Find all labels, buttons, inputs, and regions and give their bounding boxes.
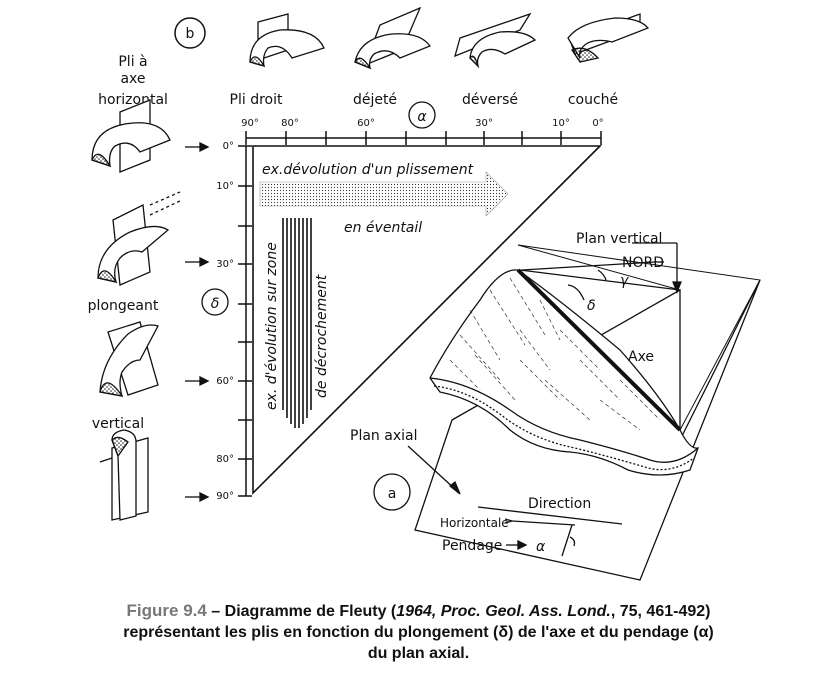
figure-caption: Figure 9.4 – Diagramme de Fleuty (1964, … bbox=[10, 600, 827, 664]
fleuty-diagram: b Pli à axe horizontal plongeant vertica… bbox=[88, 6, 761, 581]
top-tick-80: 80° bbox=[281, 118, 299, 129]
label-couche: couché bbox=[568, 92, 618, 108]
fold-sketch-couche bbox=[567, 13, 650, 63]
label-a: a bbox=[388, 486, 397, 502]
left-tick-60: 60° bbox=[216, 376, 234, 387]
label-dejete: déjeté bbox=[353, 92, 397, 108]
label-gamma: γ bbox=[620, 273, 629, 289]
label-evolution-v-1: ex. d'évolution sur zone bbox=[264, 242, 280, 410]
label-pli-a-axe-1: Pli à bbox=[118, 54, 147, 70]
caption-dash: – bbox=[206, 603, 225, 620]
label-pli-droit: Pli droit bbox=[230, 92, 283, 108]
fold-sketch-plongeant-1 bbox=[97, 191, 183, 286]
label-vertical: vertical bbox=[92, 416, 144, 432]
row-arrows bbox=[185, 141, 210, 503]
fold-sketch-horizontal bbox=[91, 99, 171, 173]
caption-figure-number: Figure 9.4 bbox=[126, 601, 207, 620]
label-a-circle bbox=[373, 473, 411, 511]
fold-sketch-deverse bbox=[454, 12, 537, 69]
caption-line-3: du plan axial. bbox=[367, 645, 470, 662]
label-pli-a-axe-2: axe bbox=[120, 71, 145, 87]
horizontal-evolution-arrow bbox=[259, 171, 509, 217]
fold-sketch-vertical bbox=[99, 429, 149, 521]
label-b-circle: b bbox=[174, 17, 206, 49]
left-tick-10: 10° bbox=[216, 181, 234, 192]
left-tick-0: 0° bbox=[223, 141, 234, 152]
fold-sketch-dejete bbox=[354, 6, 432, 70]
label-delta-block: δ bbox=[587, 298, 596, 314]
caption-ref: , 75, 461-492) bbox=[610, 603, 711, 620]
left-tick-90: 90° bbox=[216, 491, 234, 502]
caption-title-start: Diagramme de Fleuty ( bbox=[224, 603, 397, 620]
label-evolution-h-2: en éventail bbox=[344, 220, 422, 236]
label-direction: Direction bbox=[528, 496, 591, 512]
alpha-circle bbox=[408, 101, 436, 129]
label-deverse: déversé bbox=[462, 92, 518, 108]
top-tick-30: 30° bbox=[475, 118, 493, 129]
top-tick-90: 90° bbox=[241, 118, 259, 129]
caption-line-1: Figure 9.4 – Diagramme de Fleuty (1964, … bbox=[10, 600, 827, 622]
left-tick-30: 30° bbox=[216, 259, 234, 270]
delta-circle bbox=[201, 288, 229, 316]
label-evolution-v-2: de décrochement bbox=[314, 274, 330, 398]
top-tick-0: 0° bbox=[592, 118, 603, 129]
label-plan-vertical: Plan vertical bbox=[576, 231, 662, 247]
left-tick-80: 80° bbox=[216, 454, 234, 465]
top-tick-10: 10° bbox=[552, 118, 570, 129]
label-axe: Axe bbox=[628, 349, 654, 365]
label-alpha-block: α bbox=[536, 539, 546, 555]
caption-line-2: représentant les plis en fonction du plo… bbox=[123, 624, 714, 641]
label-delta: δ bbox=[211, 296, 220, 312]
label-nord: NORD bbox=[622, 255, 664, 271]
caption-citation: 1964, Proc. Geol. Ass. Lond. bbox=[396, 603, 611, 620]
fold-sketch-plongeant-2 bbox=[99, 321, 159, 397]
fleuty-triangle bbox=[252, 145, 602, 495]
vertical-evolution-arrow bbox=[282, 218, 312, 428]
fold-sketch-droit bbox=[249, 13, 325, 68]
label-pli-a-axe-3: horizontal bbox=[98, 92, 168, 108]
label-evolution-h-1: ex.dévolution d'un plissement bbox=[262, 162, 474, 178]
label-alpha: α bbox=[417, 109, 427, 125]
block-diagram-a bbox=[407, 242, 761, 581]
top-axis bbox=[245, 131, 602, 145]
top-tick-60: 60° bbox=[357, 118, 375, 129]
label-pendage: Pendage bbox=[442, 538, 502, 554]
label-plongeant: plongeant bbox=[88, 298, 159, 314]
label-b: b bbox=[186, 26, 195, 42]
label-plan-axial: Plan axial bbox=[350, 428, 417, 444]
left-axis bbox=[238, 145, 252, 497]
label-horizontale: Horizontale bbox=[440, 516, 509, 530]
